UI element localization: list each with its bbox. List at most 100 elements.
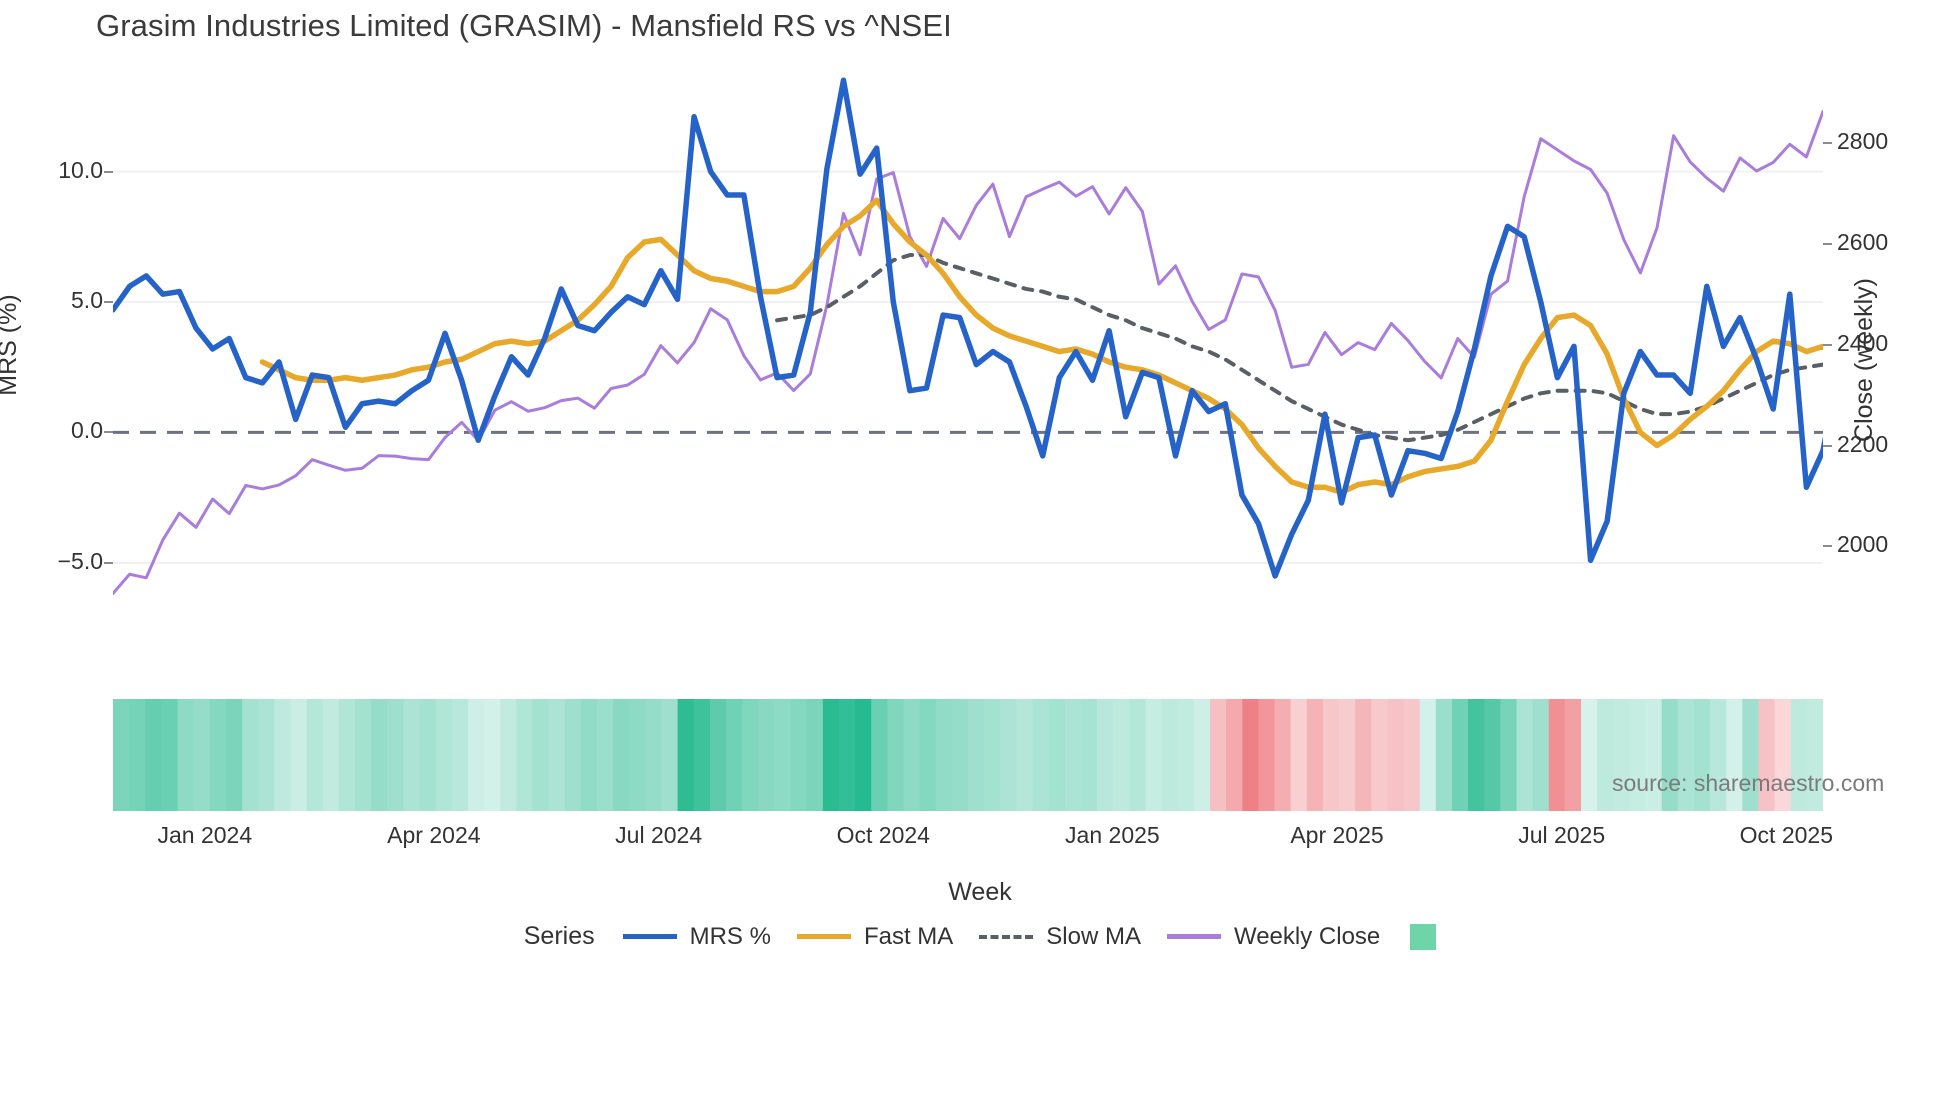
heat-cell <box>113 699 130 811</box>
heat-cell <box>1451 699 1469 811</box>
heat-cell <box>1226 699 1243 811</box>
heat-cell <box>1032 699 1050 811</box>
heat-cell <box>1274 699 1292 811</box>
heat-cell <box>1613 699 1631 811</box>
heat-cell <box>161 699 179 811</box>
legend-swatch <box>796 934 851 939</box>
heat-cell <box>790 699 808 811</box>
heat-cell <box>322 699 340 811</box>
heat-cell <box>1435 699 1453 811</box>
heat-cell <box>1645 699 1663 811</box>
heat-cell <box>596 699 614 811</box>
heat-cell <box>1597 699 1614 811</box>
heat-cell <box>661 699 679 811</box>
heat-cell <box>1177 699 1195 811</box>
heat-cell <box>903 699 921 811</box>
heat-cell <box>387 699 404 811</box>
legend-label: Slow MA <box>1046 922 1141 950</box>
legend-item-fast-ma[interactable]: Fast MA <box>796 922 954 951</box>
legend-item-weekly-close[interactable]: Weekly Close <box>1166 923 1380 951</box>
heat-cell <box>274 699 292 811</box>
x-axis-tick-label: Jul 2025 <box>1518 822 1606 848</box>
heat-cell <box>1048 699 1066 811</box>
heat-cell <box>1790 699 1808 811</box>
legend-label: Fast MA <box>863 922 954 950</box>
heat-cell <box>1758 699 1776 811</box>
heat-cell <box>709 699 727 811</box>
heat-cell <box>1532 699 1550 811</box>
y-axis-right-tick-mark <box>1823 343 1832 346</box>
legend-item-mrs[interactable]: MRS % <box>622 923 771 951</box>
x-axis-label: Week <box>948 878 1012 906</box>
heat-cell <box>129 699 146 811</box>
heat-cell <box>338 699 356 811</box>
heat-cell <box>968 699 985 811</box>
heat-cell <box>1500 699 1518 811</box>
y-axis-left-tick-label: 5.0 <box>71 287 103 313</box>
plot-area <box>113 62 1823 602</box>
heat-cell <box>1097 699 1114 811</box>
heat-cell <box>1742 699 1760 811</box>
x-axis-tick-label: Jan 2024 <box>157 822 253 848</box>
heat-cell <box>693 699 711 811</box>
y-axis-right-tick-label: 2200 <box>1837 430 1889 457</box>
heat-cell <box>290 699 308 811</box>
heat-cell <box>225 699 243 811</box>
heat-cell <box>1484 699 1501 811</box>
heat-cell <box>467 699 485 811</box>
heat-cell <box>1661 699 1679 811</box>
legend-swatch <box>622 934 677 939</box>
x-axis-tick-label: Apr 2025 <box>1290 822 1384 848</box>
y-axis-right-tick-label: 2800 <box>1837 127 1889 154</box>
heat-cell <box>919 699 937 811</box>
relative-strength-heat-strip <box>113 699 1823 811</box>
heat-cell <box>1726 699 1743 811</box>
heat-cell <box>1016 699 1034 811</box>
heat-cell <box>806 699 824 811</box>
heat-cell <box>484 699 501 811</box>
heat-cell <box>838 699 856 811</box>
series-line-weekly-close <box>113 109 1823 595</box>
y-axis-right-tick-mark <box>1823 242 1832 245</box>
legend-title: Series <box>523 922 595 950</box>
heat-cell <box>1403 699 1421 811</box>
heat-cell <box>1129 699 1147 811</box>
y-axis-left-tick-mark <box>104 561 113 564</box>
legend-heat-swatch <box>1410 923 1437 950</box>
heat-cell <box>1371 699 1389 811</box>
heat-cell <box>564 699 582 811</box>
heat-cell <box>1629 699 1647 811</box>
heat-cell <box>177 699 195 811</box>
heat-cell <box>774 699 792 811</box>
heat-cell <box>1000 699 1017 811</box>
series-plot <box>113 77 1823 595</box>
heat-cell <box>435 699 453 811</box>
heat-cell <box>1290 699 1308 811</box>
x-axis-tick-label: Jan 2025 <box>1065 822 1160 848</box>
y-axis-left-tick-mark <box>104 170 113 173</box>
heat-strip-cells <box>113 699 1823 811</box>
series-line-mrs <box>113 77 1823 579</box>
y-axis-right-tick-label: 2600 <box>1837 228 1889 255</box>
y-axis-left-tick-label: −5.0 <box>57 547 103 574</box>
y-axis-left-tick-mark <box>104 431 113 434</box>
heat-cell <box>645 699 663 811</box>
heat-cell <box>1677 699 1695 811</box>
heat-cell <box>629 699 646 811</box>
series-line-fast-ma <box>259 197 1823 496</box>
heat-cell <box>354 699 372 811</box>
heat-cell <box>1693 699 1711 811</box>
heat-cell <box>1209 699 1227 811</box>
legend-item-slow-ma[interactable]: Slow MA <box>979 923 1141 951</box>
x-axis-tick-label: Oct 2024 <box>836 822 930 848</box>
y-axis-left-tick-label: 10.0 <box>58 156 103 183</box>
heat-cell <box>1564 699 1582 811</box>
heat-cell <box>742 699 759 811</box>
x-axis-tick-label: Oct 2025 <box>1739 822 1833 848</box>
heat-cell <box>1774 699 1792 811</box>
heat-cell <box>145 699 162 811</box>
heat-cell <box>306 699 324 811</box>
heat-cell <box>580 699 598 811</box>
chart-title: Grasim Industries Limited (GRASIM) - Man… <box>96 8 952 43</box>
heat-cell <box>548 699 566 811</box>
